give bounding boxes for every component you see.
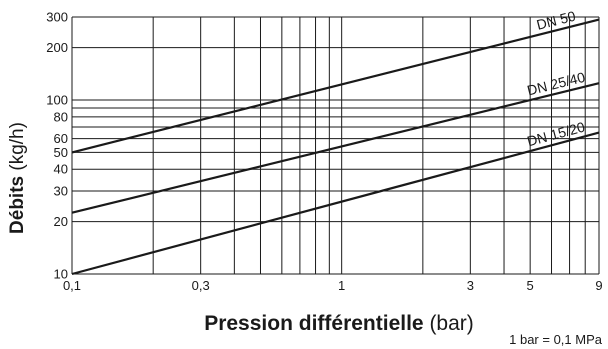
x-tick-label: 1 (338, 278, 345, 293)
x-tick-label: 0,3 (192, 278, 210, 293)
x-tick-label: 0,1 (63, 278, 81, 293)
y-tick-label: 100 (46, 93, 68, 108)
x-tick-label: 3 (467, 278, 474, 293)
y-tick-label: 80 (54, 109, 68, 124)
unit-note: 1 bar = 0,1 MPa (509, 332, 603, 347)
series-label-1: DN 50 (535, 8, 578, 33)
y-tick-label: 20 (54, 214, 68, 229)
y-tick-label: 10 (54, 267, 68, 282)
x-axis-label-unit: (bar) (424, 312, 474, 335)
x-tick-label: 5 (527, 278, 534, 293)
y-tick-label: 200 (46, 40, 68, 55)
y-tick-label: 30 (54, 183, 68, 198)
x-axis-label: Pression différentielle (bar) (204, 312, 474, 335)
y-tick-label: 300 (46, 10, 68, 25)
y-tick-label: 40 (54, 162, 68, 177)
series-line-3 (71, 131, 600, 276)
y-tick-label: 60 (54, 131, 68, 146)
series-line-2 (71, 82, 600, 214)
series-line-1 (71, 18, 600, 154)
x-tick-label: 9 (595, 278, 602, 293)
y-tick-label: 50 (54, 145, 68, 160)
y-axis-label-main: Débits (7, 176, 28, 234)
grid (71, 16, 600, 275)
y-axis-label-unit: (kg/h) (7, 122, 28, 176)
y-axis-label: Débits (kg/h) (7, 122, 28, 234)
x-axis-label-main: Pression différentielle (204, 312, 423, 335)
